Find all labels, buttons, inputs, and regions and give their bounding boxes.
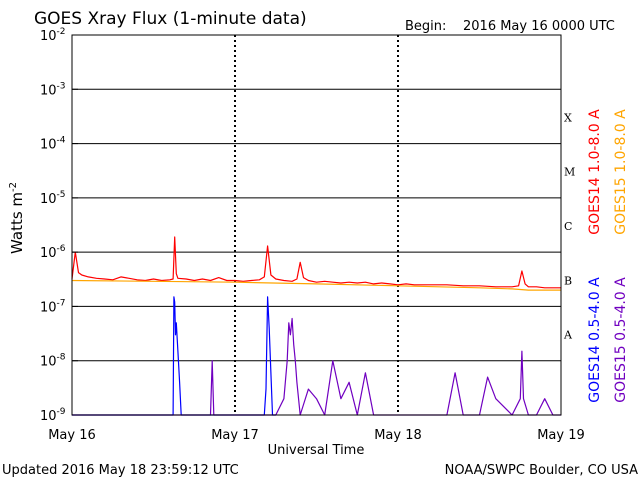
begin-value: 2016 May 16 0000 UTC <box>463 19 615 34</box>
y-tick-label-1: 10-8 <box>40 353 66 370</box>
y-tick-label-7: 10-2 <box>40 27 66 44</box>
legend-entry-0: GOES14 1.0-8.0 A <box>587 109 603 235</box>
y-axis-title: Watts m-2 <box>8 182 26 254</box>
credit-text: NOAA/SWPC Boulder, CO USA <box>445 463 638 478</box>
y-tick-exp-5: -4 <box>57 136 66 146</box>
legend: GOES14 1.0-8.0 A GOES15 1.0-8.0 A GOES14 0… <box>587 109 629 403</box>
y-tick-exp-2: -7 <box>57 298 66 308</box>
x-axis-title: Universal Time <box>268 443 365 458</box>
flare-class-A: A <box>563 329 573 342</box>
y-tick-exp-6: -3 <box>57 81 66 91</box>
y-tick-base-7: 10 <box>40 29 57 44</box>
y-tick-exp-7: -2 <box>57 27 66 37</box>
x-tick-labels: May 16 May 17 May 18 May 19 <box>48 428 585 443</box>
grid-layer <box>72 34 561 416</box>
y-tick-exp-4: -5 <box>57 190 66 200</box>
y-tick-label-6: 10-3 <box>40 81 66 98</box>
x-tick-label-1: May 17 <box>211 428 259 443</box>
y-tick-label-0: 10-9 <box>40 407 66 424</box>
flare-class-M: M <box>564 166 575 179</box>
series-line-1 <box>71 279 561 291</box>
y-tick-label-3: 10-6 <box>40 244 66 261</box>
legend-entry-1: GOES15 1.0-8.0 A <box>613 109 629 235</box>
y-tick-label-2: 10-7 <box>40 298 66 315</box>
y-tick-exp-1: -8 <box>57 353 66 363</box>
y-tick-label-4: 10-5 <box>40 190 66 207</box>
chart-title: GOES Xray Flux (1-minute data) <box>34 9 307 29</box>
plot-frame <box>71 34 562 416</box>
flare-class-labels: A B C M X <box>563 111 575 341</box>
flare-class-C: C <box>564 220 572 233</box>
flare-class-B: B <box>564 274 572 287</box>
y-tick-base-5: 10 <box>40 138 57 153</box>
y-axis-title-sup: -2 <box>8 182 19 192</box>
y-tick-labels: 10-910-810-710-610-510-410-310-2 <box>40 27 78 424</box>
y-tick-base-0: 10 <box>40 409 57 424</box>
y-tick-label-5: 10-4 <box>40 136 66 153</box>
y-tick-base-1: 10 <box>40 355 57 370</box>
series-line-3 <box>72 317 561 416</box>
legend-entry-2: GOES14 0.5-4.0 A <box>587 277 603 403</box>
y-axis-title-text: Watts m <box>8 192 26 254</box>
x-tick-label-2: May 18 <box>374 428 422 443</box>
series-layer <box>71 236 561 416</box>
y-tick-exp-3: -6 <box>57 244 66 254</box>
legend-entry-3: GOES15 0.5-4.0 A <box>613 277 629 403</box>
y-tick-base-2: 10 <box>40 300 57 315</box>
series-line-2 <box>72 296 276 416</box>
begin-label: Begin: <box>405 19 446 34</box>
y-tick-base-3: 10 <box>40 246 57 261</box>
updated-timestamp: Updated 2016 May 18 23:59:12 UTC <box>2 463 239 478</box>
y-tick-base-6: 10 <box>40 83 57 98</box>
series-line-0 <box>71 236 561 289</box>
y-tick-exp-0: -9 <box>57 407 66 417</box>
x-tick-label-3: May 19 <box>537 428 585 443</box>
x-tick-label-0: May 16 <box>48 428 96 443</box>
y-tick-base-4: 10 <box>40 192 57 207</box>
flare-class-X: X <box>564 111 572 124</box>
